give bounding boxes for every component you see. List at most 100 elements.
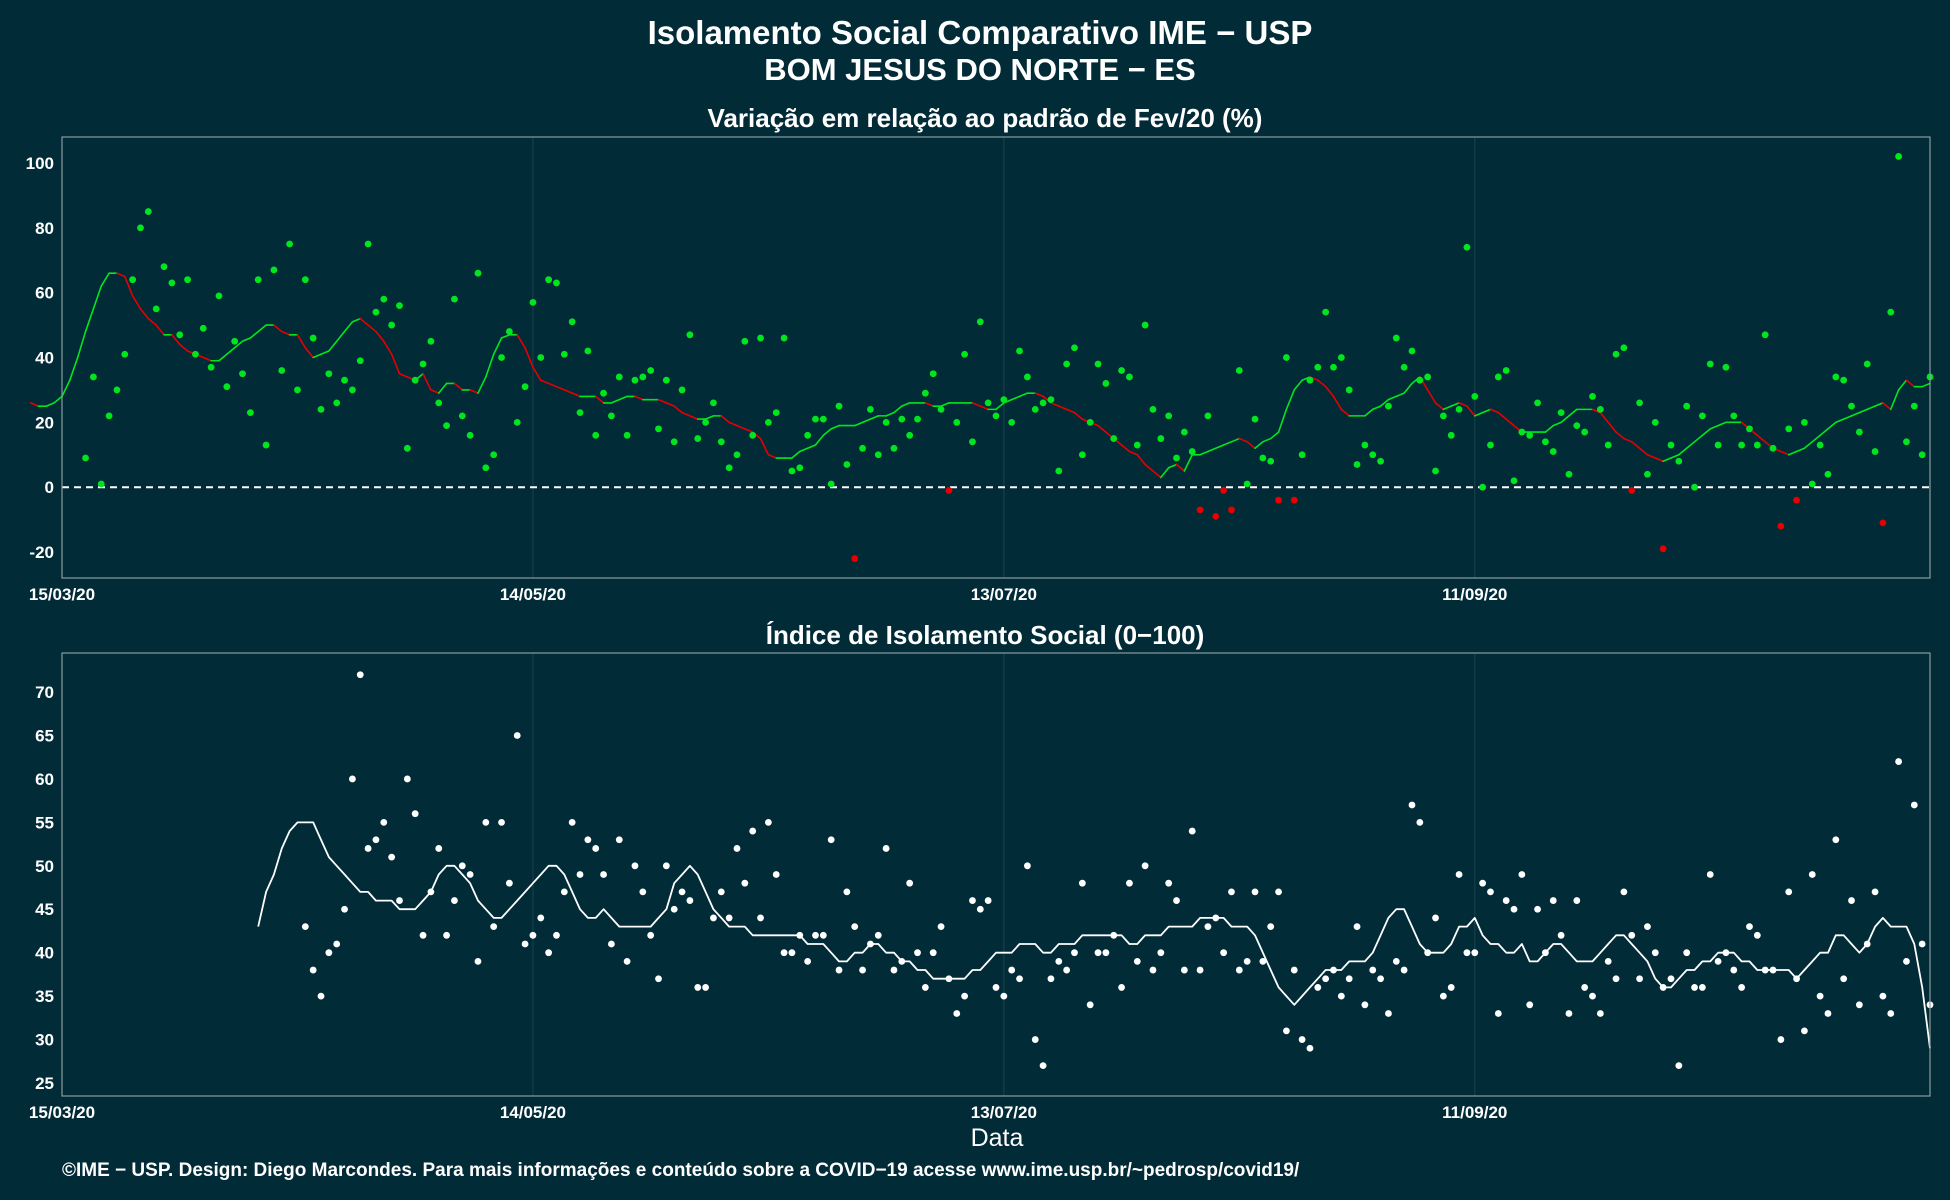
moving-average-segment <box>618 395 628 401</box>
moving-average-segment <box>1136 453 1146 466</box>
moving-average-segment <box>1670 453 1680 459</box>
data-point <box>419 931 427 939</box>
data-point <box>662 862 670 870</box>
data-point <box>545 949 553 957</box>
moving-average-segment <box>1905 379 1916 388</box>
data-point <box>1542 949 1549 957</box>
data-point <box>553 279 560 287</box>
data-point <box>576 871 584 878</box>
data-point <box>1424 949 1432 957</box>
data-point <box>788 949 796 957</box>
data-point <box>427 337 435 345</box>
data-point <box>529 298 537 306</box>
moving-average-segment <box>665 402 676 407</box>
data-point <box>1023 373 1031 381</box>
data-point <box>482 464 490 472</box>
data-point <box>976 318 984 326</box>
data-point <box>1644 470 1651 478</box>
data-point <box>505 328 513 335</box>
data-point <box>1063 966 1071 974</box>
data-point <box>388 321 396 329</box>
data-point <box>1526 1001 1534 1009</box>
moving-average-segment <box>500 334 511 339</box>
data-point <box>466 871 474 878</box>
data-point <box>1275 496 1282 504</box>
moving-average-segment <box>1552 421 1562 427</box>
data-point <box>1188 448 1196 455</box>
data-point <box>1589 992 1596 1000</box>
data-point <box>1549 448 1557 455</box>
data-point <box>992 412 1000 420</box>
data-point <box>1855 428 1863 436</box>
data-point <box>851 555 859 562</box>
data-point <box>1651 418 1659 426</box>
data-point <box>710 399 717 407</box>
data-point <box>733 451 741 459</box>
moving-average-segment <box>1623 437 1633 443</box>
data-point <box>144 208 152 215</box>
moving-average-segment <box>1214 444 1225 450</box>
data-point <box>1510 477 1518 485</box>
data-point <box>435 845 443 852</box>
data-point <box>1777 1036 1785 1043</box>
y-tick-label: 100 <box>26 154 54 173</box>
data-point <box>1102 380 1110 387</box>
y-tick-label: 30 <box>35 1031 54 1050</box>
moving-average-segment <box>233 340 244 349</box>
data-point <box>1840 376 1848 384</box>
data-point <box>333 399 341 407</box>
data-point <box>984 897 992 904</box>
data-point <box>270 266 278 274</box>
moving-average-segment <box>249 330 260 339</box>
data-point <box>246 409 254 417</box>
data-point <box>1173 897 1180 904</box>
data-point <box>600 871 607 878</box>
data-point <box>1722 363 1730 371</box>
x-tick-label: 14/05/20 <box>500 585 566 604</box>
moving-average-segment <box>69 356 79 381</box>
data-point <box>906 431 914 439</box>
data-point <box>764 418 772 426</box>
data-point <box>764 818 772 826</box>
data-point <box>1118 984 1125 991</box>
data-point <box>309 334 317 342</box>
y-tick-label: 50 <box>35 857 54 876</box>
data-point <box>1903 957 1910 965</box>
moving-average-segment <box>1662 457 1672 463</box>
data-point <box>639 888 647 896</box>
data-point <box>396 302 403 310</box>
data-point <box>443 931 450 939</box>
data-point <box>1432 467 1439 475</box>
data-point <box>694 984 702 991</box>
data-point <box>1581 428 1589 436</box>
data-point <box>1016 975 1023 983</box>
chart1-panel: 15/03/20 14/05/20 13/07/20 11/09/20 -20 0 20 40… <box>26 136 1934 604</box>
data-point <box>1557 409 1565 417</box>
data-point <box>1439 992 1447 1000</box>
moving-average-segment <box>1466 405 1476 417</box>
moving-average-segment <box>1568 408 1578 417</box>
moving-average-segment <box>689 415 699 420</box>
moving-average-segment <box>343 321 354 333</box>
data-point <box>655 425 662 433</box>
data-point <box>1628 931 1636 939</box>
data-point <box>592 431 600 439</box>
data-point <box>725 464 733 472</box>
footer-credit: ©IME − USP. Design: Diego Marcondes. Par… <box>62 1160 1300 1181</box>
x-tick-label: 13/07/20 <box>971 585 1037 604</box>
data-point <box>1824 470 1832 478</box>
data-point <box>1094 360 1102 368</box>
data-point <box>1738 984 1746 991</box>
data-point <box>733 845 741 852</box>
moving-average-segment <box>1481 408 1492 414</box>
data-point <box>827 480 835 488</box>
moving-average-segment <box>1426 389 1437 404</box>
moving-average-segment <box>885 411 895 417</box>
data-point <box>662 376 670 384</box>
moving-average-segment <box>610 398 621 404</box>
data-point <box>1667 441 1675 449</box>
data-point <box>1447 984 1455 991</box>
moving-average-segment <box>861 418 872 424</box>
moving-average-segment <box>1246 441 1256 450</box>
data-point <box>1903 438 1910 446</box>
